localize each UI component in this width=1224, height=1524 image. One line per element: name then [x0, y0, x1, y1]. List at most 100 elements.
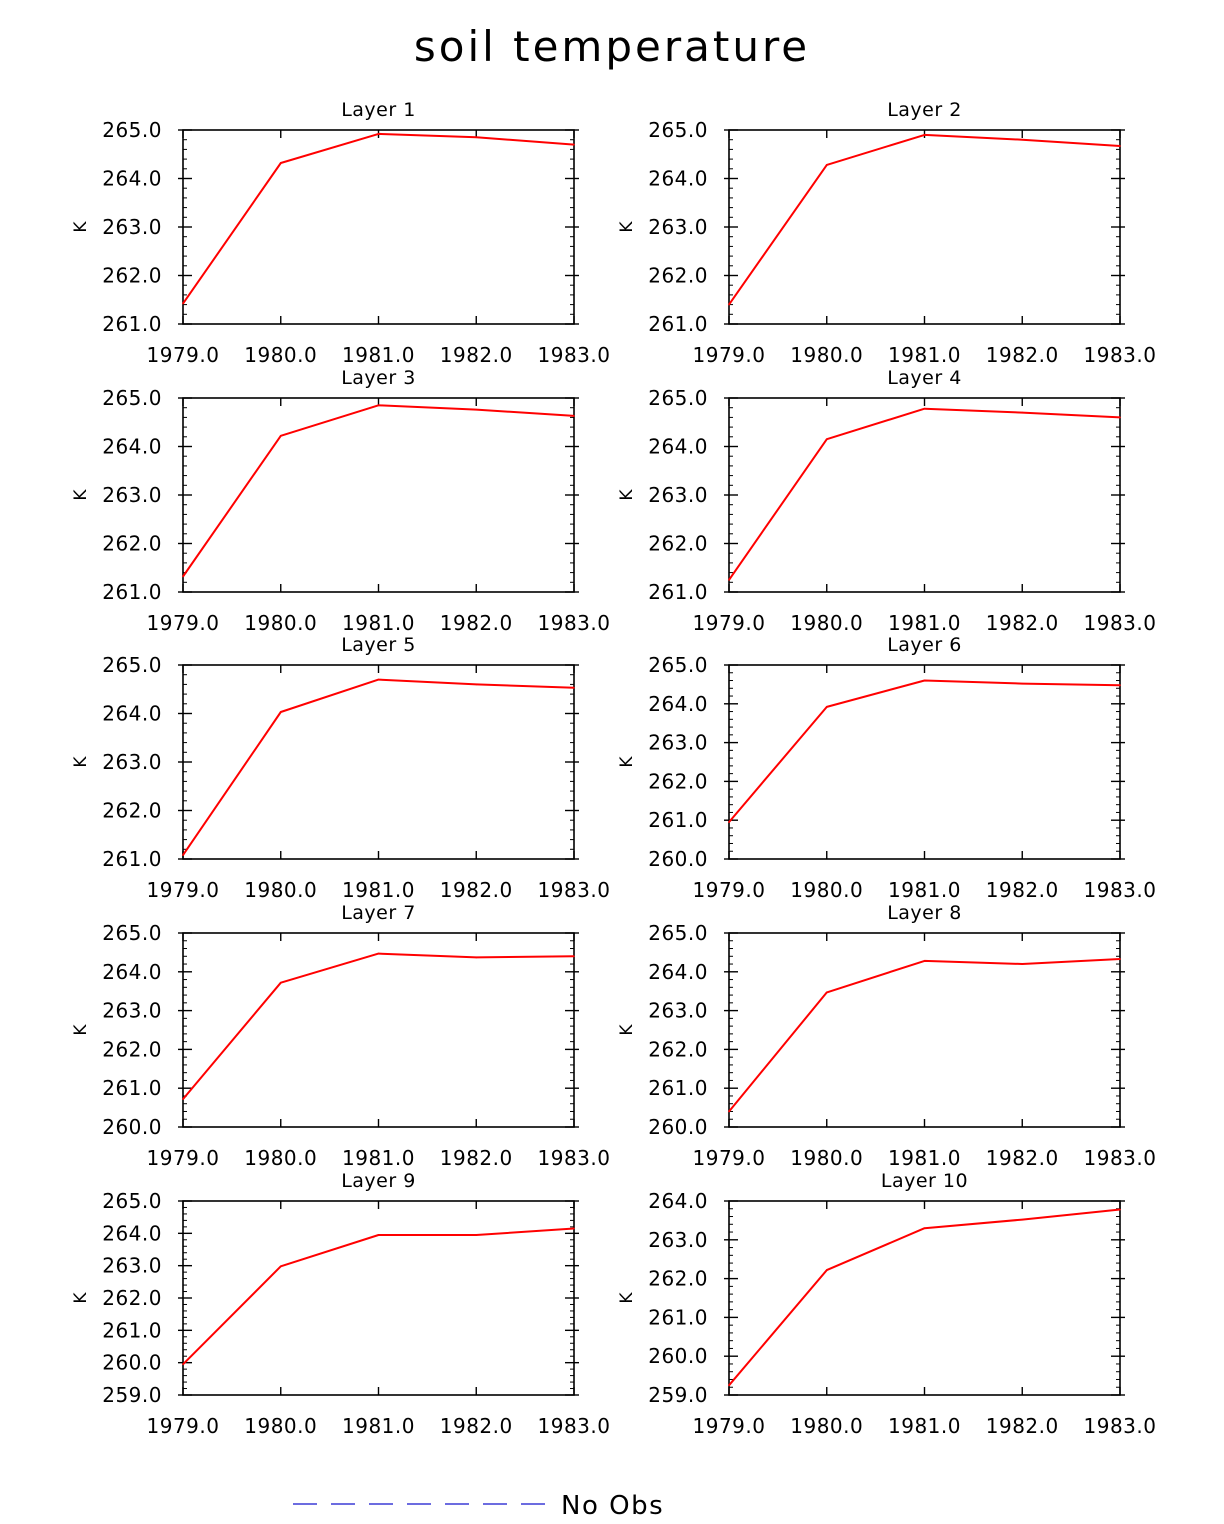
plot-frame [728, 664, 1121, 860]
x-tick-label: 1983.0 [538, 611, 611, 635]
y-tick-label: 263.0 [102, 215, 162, 239]
y-tick-label: 263.0 [102, 483, 162, 507]
x-tick-label: 1980.0 [790, 343, 863, 367]
y-tick-label: 265.0 [102, 118, 162, 142]
y-tick-label: 260.0 [102, 1115, 162, 1139]
series-line [728, 958, 1121, 1113]
y-axis-label: K [71, 489, 91, 501]
data-point [279, 981, 282, 984]
data-point [573, 1227, 575, 1230]
data-point [279, 162, 282, 164]
x-tick-label: 1981.0 [888, 1414, 961, 1438]
y-tick-label: 263.0 [648, 731, 708, 755]
x-tick-label: 1982.0 [986, 343, 1059, 367]
y-axis-label: K [617, 1024, 637, 1036]
x-tick-label: 1980.0 [790, 611, 863, 635]
y-tick-label: 263.0 [102, 999, 162, 1023]
data-point [475, 683, 478, 686]
x-tick-label: 1982.0 [986, 1146, 1059, 1170]
x-tick-label: 1983.0 [538, 1146, 611, 1170]
data-point [923, 960, 926, 962]
y-tick-label: 262.0 [648, 1267, 708, 1291]
data-point [377, 133, 380, 135]
data-point [825, 164, 828, 166]
x-tick-label: 1980.0 [244, 611, 317, 635]
data-point [923, 679, 926, 682]
x-tick-label: 1982.0 [986, 611, 1059, 635]
panel-9: Layer 9 K 1979.0 1980.0 1981.0 1982.0 1983.0 25… [71, 1170, 610, 1438]
y-tick-label: 262.0 [648, 264, 708, 288]
data-point [1119, 684, 1121, 686]
y-tick-label: 265.0 [648, 118, 708, 142]
y-tick-label: 260.0 [648, 1344, 708, 1368]
panel-title: Layer 9 [341, 1170, 416, 1192]
y-tick-label: 260.0 [648, 1115, 708, 1139]
data-point [1021, 963, 1024, 965]
y-tick-label: 263.0 [648, 999, 708, 1023]
y-tick-label: 264.0 [102, 435, 162, 459]
y-tick-label: 261.0 [648, 808, 708, 832]
x-tick-label: 1982.0 [440, 1414, 513, 1438]
y-tick-label: 262.0 [102, 532, 162, 556]
y-axis-label: K [71, 1292, 91, 1304]
data-point [475, 408, 478, 411]
series-line [182, 132, 575, 305]
data-point [1119, 1208, 1121, 1211]
y-tick-label: 260.0 [648, 847, 708, 871]
y-tick-label: 264.0 [648, 1189, 708, 1213]
x-tick-label: 1983.0 [1084, 878, 1157, 902]
series-line [728, 133, 1121, 306]
x-tick-label: 1979.0 [147, 1146, 220, 1170]
y-tick-label: 262.0 [102, 1037, 162, 1061]
y-tick-label: 262.0 [648, 532, 708, 556]
panel-title: Layer 7 [341, 902, 416, 924]
panel-6: Layer 6 K 1979.0 1980.0 1981.0 1982.0 1983.0 26… [617, 634, 1156, 902]
y-tick-label: 261.0 [102, 847, 162, 871]
panel-3: Layer 3 K 1979.0 1980.0 1981.0 1982.0 1983.0 26… [71, 367, 610, 635]
data-point [182, 854, 184, 856]
x-tick-label: 1981.0 [888, 878, 961, 902]
y-tick-label: 261.0 [648, 1076, 708, 1100]
y-axis-label: K [617, 756, 637, 768]
x-tick-label: 1979.0 [693, 343, 766, 367]
x-tick-label: 1983.0 [538, 1414, 611, 1438]
x-tick-label: 1979.0 [693, 611, 766, 635]
x-tick-label: 1981.0 [888, 343, 961, 367]
y-tick-label: 263.0 [648, 215, 708, 239]
x-tick-label: 1980.0 [244, 1414, 317, 1438]
chart-grid: Layer 1 K 1979.0 1980.0 1981.0 1982.0 1983.0 26… [71, 99, 1157, 1438]
data-point [728, 1110, 730, 1113]
y-tick-label: 263.0 [102, 1254, 162, 1278]
data-point [923, 1227, 926, 1229]
x-tick-label: 1980.0 [244, 1146, 317, 1170]
data-point [377, 678, 380, 681]
y-tick-label: 261.0 [102, 1318, 162, 1342]
data-point [1021, 1218, 1024, 1221]
y-tick-label: 262.0 [648, 1037, 708, 1061]
series-line [182, 404, 575, 578]
y-tick-label: 264.0 [648, 167, 708, 191]
data-point [377, 1234, 380, 1236]
series-line [182, 678, 575, 856]
x-tick-label: 1980.0 [790, 1414, 863, 1438]
panel-title: Layer 5 [341, 634, 416, 656]
plot-frame [182, 1200, 575, 1396]
data-point [279, 711, 282, 713]
data-point [728, 579, 730, 581]
x-tick-label: 1983.0 [1084, 1146, 1157, 1170]
panel-4: Layer 4 K 1979.0 1980.0 1981.0 1982.0 1983.0 26… [617, 367, 1156, 635]
data-point [825, 706, 828, 708]
y-tick-label: 263.0 [102, 750, 162, 774]
y-tick-label: 265.0 [648, 653, 708, 677]
y-tick-label: 265.0 [102, 921, 162, 945]
y-tick-label: 263.0 [648, 1228, 708, 1252]
data-point [475, 1234, 478, 1236]
x-tick-label: 1983.0 [1084, 611, 1157, 635]
x-tick-label: 1979.0 [147, 611, 220, 635]
data-point [1119, 958, 1121, 960]
y-tick-label: 264.0 [102, 960, 162, 984]
legend-label: No Obs [561, 1491, 664, 1521]
panel-title: Layer 3 [341, 367, 416, 389]
x-tick-label: 1979.0 [693, 878, 766, 902]
plot-frame [182, 397, 575, 593]
